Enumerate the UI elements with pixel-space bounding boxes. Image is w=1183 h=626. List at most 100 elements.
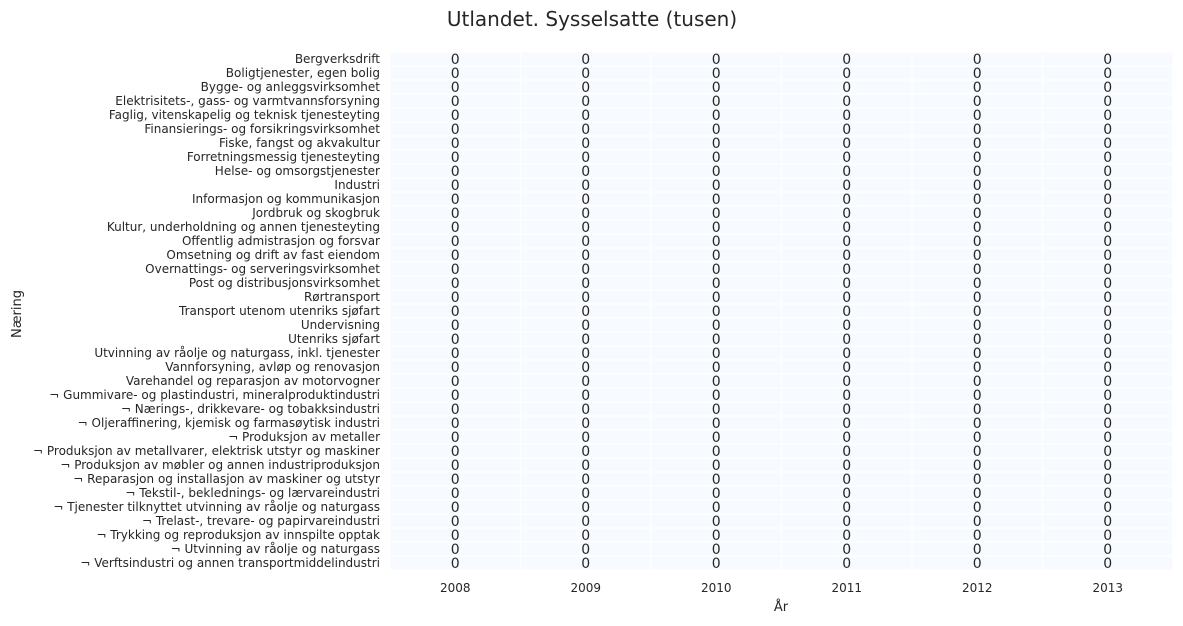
cell-value-label: 0 [451, 542, 460, 558]
cell-value-label: 0 [1103, 542, 1112, 558]
cell-value-label: 0 [973, 318, 982, 334]
cell-value-label: 0 [1103, 346, 1112, 362]
cell-value-label: 0 [712, 346, 721, 362]
cell-value-label: 0 [451, 234, 460, 250]
cell-value-label: 0 [1103, 108, 1112, 124]
y-tick-label: Undervisning [301, 318, 380, 332]
cell-value-label: 0 [581, 444, 590, 460]
cell-value-label: 0 [973, 388, 982, 404]
cell-value-label: 0 [842, 66, 851, 82]
cell-value-label: 0 [451, 360, 460, 376]
cell-value-label: 0 [451, 276, 460, 292]
y-tick-label: Informasjon og kommunikasjon [192, 192, 380, 206]
cell-value-label: 0 [842, 52, 851, 68]
cell-value-label: 0 [581, 556, 590, 572]
cell-value-label: 0 [1103, 178, 1112, 194]
cell-value-label: 0 [712, 528, 721, 544]
cell-value-label: 0 [451, 108, 460, 124]
x-tick-label: 2013 [1092, 581, 1123, 595]
cell-value-label: 0 [973, 360, 982, 376]
x-tick-label: 2011 [831, 581, 862, 595]
cell-value-label: 0 [712, 122, 721, 138]
cell-value-label: 0 [451, 332, 460, 348]
cell-value-label: 0 [1103, 528, 1112, 544]
cell-value-label: 0 [973, 514, 982, 530]
cell-value-label: 0 [842, 458, 851, 474]
cell-value-label: 0 [1103, 136, 1112, 152]
y-tick-label: Helse- og omsorgstjenester [215, 164, 380, 178]
cell-value-label: 0 [581, 276, 590, 292]
cell-value-label: 0 [973, 122, 982, 138]
cell-value-label: 0 [1103, 80, 1112, 96]
y-tick-label: ¬ Trykking og reproduksjon av innspilte … [96, 528, 380, 542]
x-tick-label: 2012 [962, 581, 993, 595]
cell-value-label: 0 [842, 206, 851, 222]
chart-title: Utlandet. Sysselsatte (tusen) [447, 7, 737, 31]
cell-value-label: 0 [973, 220, 982, 236]
cell-value-label: 0 [451, 178, 460, 194]
y-tick-label: Elektrisitets-, gass- og varmtvannsforsy… [115, 94, 380, 108]
x-tick-label: 2008 [440, 581, 471, 595]
cell-value-label: 0 [712, 94, 721, 110]
cell-value-label: 0 [712, 388, 721, 404]
cell-value-label: 0 [712, 52, 721, 68]
cell-value-label: 0 [1103, 164, 1112, 180]
cell-value-label: 0 [581, 150, 590, 166]
y-tick-label: ¬ Gummivare- og plastindustri, mineralpr… [49, 388, 380, 402]
cell-value-label: 0 [842, 262, 851, 278]
cell-value-label: 0 [842, 164, 851, 180]
cell-value-label: 0 [842, 108, 851, 124]
y-tick-label: ¬ Produksjon av møbler og annen industri… [60, 458, 380, 472]
y-tick-label: Omsetning og drift av fast eiendom [166, 248, 380, 262]
cell-value-label: 0 [842, 514, 851, 530]
cell-value-label: 0 [973, 262, 982, 278]
cell-value-label: 0 [973, 206, 982, 222]
cell-value-label: 0 [842, 388, 851, 404]
cell-value-label: 0 [842, 528, 851, 544]
y-tick-label: Fiske, fangst og akvakultur [219, 136, 380, 150]
y-tick-label: Forretningsmessig tjenesteyting [187, 150, 380, 164]
cell-value-label: 0 [581, 234, 590, 250]
cell-value-label: 0 [712, 290, 721, 306]
cell-value-label: 0 [1103, 486, 1112, 502]
cell-value-label: 0 [1103, 122, 1112, 138]
cell-value-label: 0 [842, 402, 851, 418]
cell-value-label: 0 [712, 108, 721, 124]
cell-value-label: 0 [973, 500, 982, 516]
cell-value-label: 0 [712, 514, 721, 530]
cell-value-label: 0 [973, 416, 982, 432]
cell-value-label: 0 [842, 150, 851, 166]
cell-value-label: 0 [973, 332, 982, 348]
cell-value-label: 0 [581, 248, 590, 264]
cell-value-label: 0 [451, 262, 460, 278]
cell-value-label: 0 [1103, 234, 1112, 250]
cell-value-label: 0 [451, 444, 460, 460]
cell-value-label: 0 [451, 122, 460, 138]
cell-value-label: 0 [451, 206, 460, 222]
cell-value-label: 0 [581, 206, 590, 222]
cell-value-label: 0 [973, 528, 982, 544]
cell-value-label: 0 [581, 304, 590, 320]
cell-value-label: 0 [1103, 206, 1112, 222]
cell-value-label: 0 [1103, 276, 1112, 292]
y-tick-label: Rørtransport [304, 290, 380, 304]
cell-value-label: 0 [581, 192, 590, 208]
cell-value-label: 0 [1103, 416, 1112, 432]
cell-value-label: 0 [842, 178, 851, 194]
cell-value-label: 0 [842, 276, 851, 292]
cell-value-label: 0 [973, 556, 982, 572]
cell-value-label: 0 [451, 94, 460, 110]
y-tick-label: ¬ Nærings-, drikkevare- og tobakksindust… [121, 402, 380, 416]
cell-value-label: 0 [581, 472, 590, 488]
cell-value-label: 0 [973, 346, 982, 362]
cell-value-label: 0 [581, 360, 590, 376]
cell-value-label: 0 [842, 556, 851, 572]
y-tick-label: Vannforsyning, avløp og renovasjon [165, 360, 380, 374]
cell-value-label: 0 [581, 262, 590, 278]
cell-value-label: 0 [581, 108, 590, 124]
cell-value-label: 0 [581, 220, 590, 236]
cell-value-label: 0 [1103, 318, 1112, 334]
y-tick-label: Offentlig admistrasjon og forsvar [182, 234, 380, 248]
